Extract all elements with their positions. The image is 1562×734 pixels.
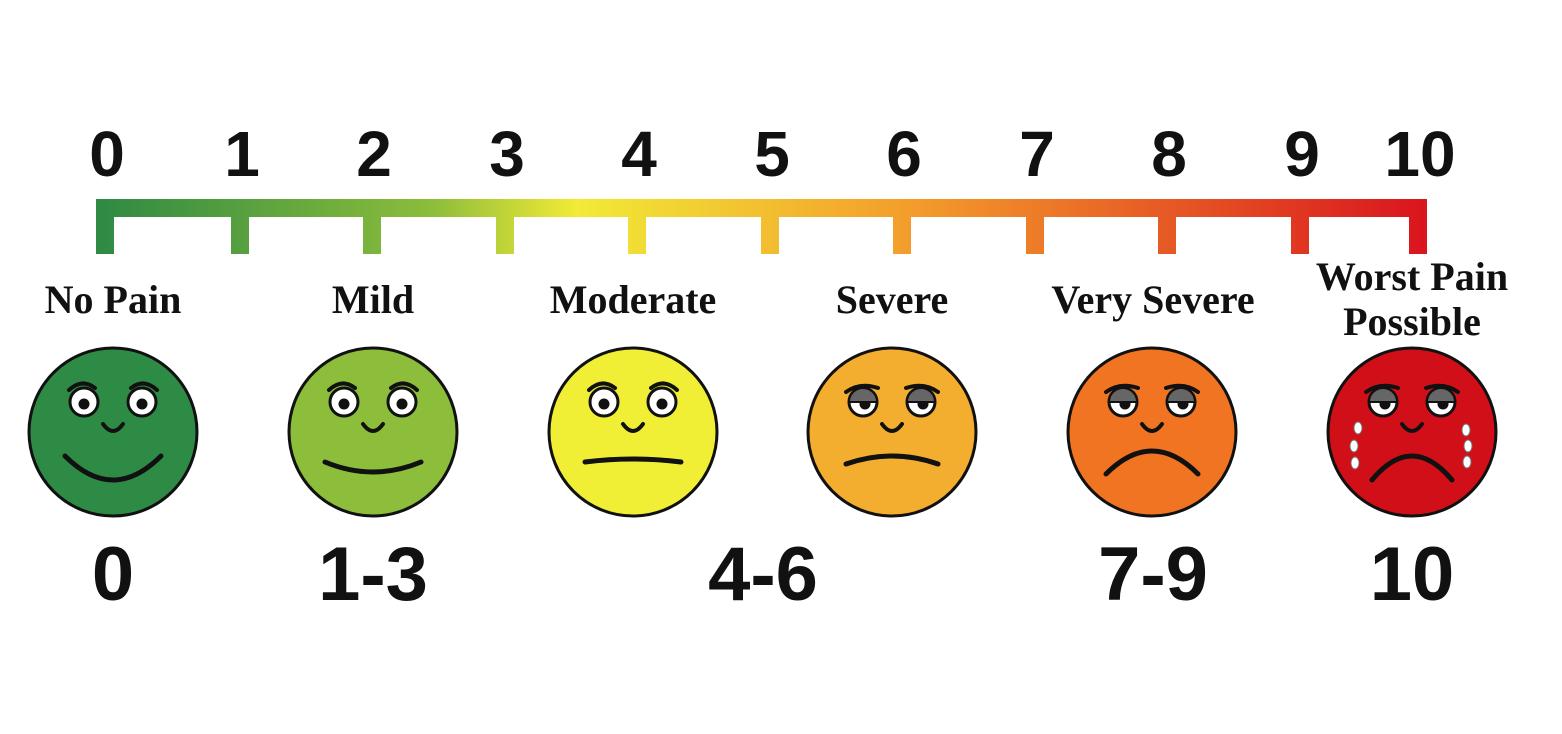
scale-tick — [761, 199, 779, 254]
pain-range-label: 1-3 — [318, 532, 428, 617]
scale-tick — [496, 199, 514, 254]
scale-tick — [1409, 199, 1427, 254]
pain-category-label: Moderate — [550, 277, 717, 322]
scale-tick — [1158, 199, 1176, 254]
pain-range-label: 0 — [92, 532, 134, 617]
pain-range-label: 4-6 — [708, 532, 818, 617]
pain-range-labels: 0 1-3 4-6 7-9 10 — [92, 532, 1454, 617]
scale-tick-label: 1 — [224, 118, 260, 190]
pain-range-label: 10 — [1370, 532, 1455, 617]
frown-face-icon — [806, 346, 978, 518]
pain-scale-ruler — [96, 199, 1427, 254]
pain-category-label: Worst Pain — [1316, 254, 1508, 299]
slight-smile-face-icon — [287, 346, 459, 518]
scale-tick — [893, 199, 911, 254]
neutral-face-icon — [547, 346, 719, 518]
scale-tick — [231, 199, 249, 254]
scale-tick-label: 9 — [1284, 118, 1320, 190]
scale-tick-label: 0 — [89, 118, 125, 190]
scale-tick-label: 3 — [489, 118, 525, 190]
pain-range-label: 7-9 — [1098, 532, 1208, 617]
pain-faces — [27, 346, 1498, 518]
pain-category-label: Possible — [1343, 299, 1481, 344]
scale-tick — [363, 199, 381, 254]
pain-category-labels: No Pain Mild Moderate Severe Very Severe Wors… — [45, 254, 1508, 344]
scale-tick-label: 4 — [621, 118, 657, 190]
scale-tick-label: 6 — [886, 118, 922, 190]
scale-tick-label: 2 — [356, 118, 392, 190]
sad-face-icon — [1066, 346, 1238, 518]
scale-tick — [1026, 199, 1044, 254]
pain-category-label: Mild — [332, 277, 414, 322]
pain-category-label: Very Severe — [1051, 277, 1254, 322]
scale-tick-label: 7 — [1019, 118, 1055, 190]
pain-scale-tick-labels: 0 1 2 3 4 5 6 7 8 9 10 — [89, 118, 1455, 190]
pain-category-label: Severe — [836, 277, 949, 322]
scale-tick-label: 10 — [1384, 118, 1455, 190]
pain-category-label: No Pain — [45, 277, 182, 322]
happy-face-icon — [27, 346, 199, 518]
scale-tick-label: 5 — [754, 118, 790, 190]
crying-face-icon — [1326, 346, 1498, 518]
scale-tick-label: 8 — [1151, 118, 1187, 190]
scale-tick — [96, 199, 114, 254]
scale-tick — [628, 199, 646, 254]
scale-tick — [1291, 199, 1309, 254]
